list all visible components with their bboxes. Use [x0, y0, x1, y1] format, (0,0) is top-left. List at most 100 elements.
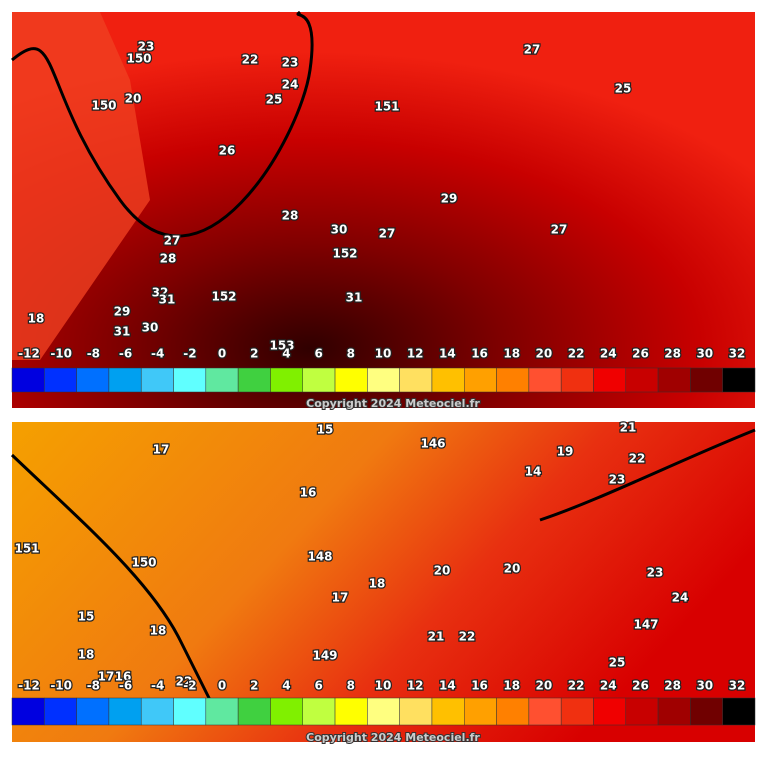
contour-label: 152 [332, 247, 357, 261]
contour-label: 31 [114, 325, 131, 339]
contour-label: 27 [524, 43, 541, 57]
scale-swatch [399, 367, 433, 393]
scale-swatch [270, 697, 303, 726]
scale-swatch [302, 697, 336, 726]
scale-swatch [11, 367, 45, 393]
contour-label: 15 [317, 423, 334, 437]
scale-label: 18 [503, 679, 520, 693]
scale-swatch [528, 367, 562, 393]
contour [539, 428, 756, 522]
scale-swatch [237, 367, 271, 393]
scale-swatch [205, 697, 239, 726]
contour-label: 29 [114, 305, 131, 319]
scale-swatch [431, 367, 465, 393]
contour [10, 453, 212, 701]
contour-label: 150 [126, 52, 151, 66]
contour [11, 10, 314, 238]
scale-label: -8 [87, 679, 100, 693]
copyright: Copyright 2024 Meteociel.fr [306, 731, 480, 744]
scale-label: -10 [50, 679, 72, 693]
scale-label: 10 [375, 679, 392, 693]
contour-label: 17 [98, 670, 115, 684]
scale-swatch [657, 697, 691, 726]
contour-label: 25 [609, 656, 626, 670]
scale-label: -6 [119, 679, 132, 693]
scale-label: 0 [218, 347, 226, 361]
scale-swatch [496, 697, 530, 726]
scale-swatch [173, 367, 207, 393]
scale-swatch [205, 367, 239, 393]
contour-label: 18 [369, 577, 386, 591]
scale-label: 6 [314, 679, 322, 693]
contour-label: 148 [307, 550, 332, 564]
contour-label: 149 [312, 649, 337, 663]
scale-swatch [302, 367, 336, 393]
contour-label: 20 [125, 92, 142, 106]
scale-swatch [560, 697, 594, 726]
scale-swatch [657, 367, 691, 393]
scale-label: 18 [503, 347, 520, 361]
scale-swatch [140, 367, 174, 393]
contour-label: 150 [91, 99, 116, 113]
contour-label: 151 [14, 542, 39, 556]
contour-label: 22 [242, 53, 259, 67]
scale-label: -6 [119, 347, 132, 361]
contour-label: 146 [420, 437, 445, 451]
contour-label: 20 [504, 562, 521, 576]
contour-label: 16 [115, 670, 132, 684]
scale-swatch [367, 697, 400, 726]
scale-swatch [722, 697, 756, 726]
scale-label: 16 [471, 347, 488, 361]
contour-label: 30 [331, 223, 348, 237]
contour-label: 19 [557, 445, 574, 459]
contour-label: 15 [78, 610, 95, 624]
scale-swatch [334, 697, 368, 726]
contour-label: 22 [629, 452, 646, 466]
scale-swatch [399, 697, 433, 726]
scale-swatch [464, 697, 497, 726]
contour-label: 14 [525, 465, 542, 479]
contour-label: 29 [441, 192, 458, 206]
scale-label: 4 [282, 679, 290, 693]
scale-swatch [690, 697, 723, 726]
scale-swatch [722, 367, 756, 393]
contour-label: 18 [28, 312, 45, 326]
scale-swatch [44, 367, 77, 393]
scale-swatch [140, 697, 174, 726]
contour-label: 22 [176, 675, 193, 689]
scale-label: 0 [218, 679, 226, 693]
contour-label: 23 [609, 473, 626, 487]
contour-label: 28 [160, 252, 177, 266]
contour-label: 20 [434, 564, 451, 578]
scale-swatch [496, 367, 530, 393]
contour-label: 27 [379, 227, 396, 241]
contour-label: 17 [153, 443, 170, 457]
contour-label: 27 [164, 234, 181, 248]
scale-label: 10 [375, 347, 392, 361]
scale-swatch [464, 367, 497, 393]
scale-label: 8 [347, 347, 355, 361]
scale-label: -2 [183, 679, 196, 693]
scale-label: 20 [536, 347, 553, 361]
scale-swatch [431, 697, 465, 726]
contour-label: 32 [152, 286, 169, 300]
scale-label: 30 [696, 679, 713, 693]
scale-label: -4 [151, 679, 164, 693]
contour-label: 23 [647, 566, 664, 580]
scale-label: 16 [471, 679, 488, 693]
contour-label: 22 [459, 630, 476, 644]
contour-label: 23 [282, 56, 299, 70]
scale-swatch [528, 697, 562, 726]
scale-swatch [367, 367, 400, 393]
scale-label: 32 [729, 347, 746, 361]
scale-swatch [625, 367, 659, 393]
contour-label: 147 [633, 618, 658, 632]
scale-label: 26 [632, 347, 649, 361]
scale-swatch [11, 697, 45, 726]
scale-swatch [173, 697, 207, 726]
scale-swatch [76, 367, 110, 393]
scale-swatch [593, 697, 627, 726]
contour-label: 24 [672, 591, 689, 605]
scale-label: 30 [696, 347, 713, 361]
